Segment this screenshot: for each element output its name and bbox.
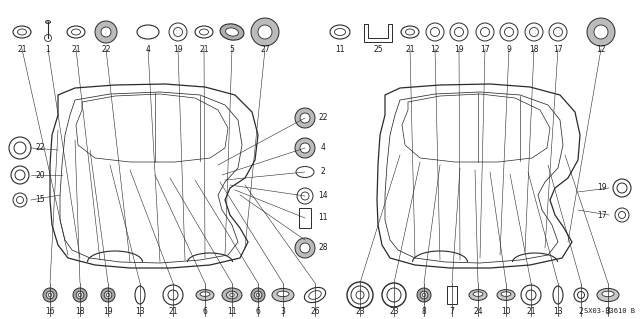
Circle shape <box>417 288 431 302</box>
Circle shape <box>76 291 84 299</box>
Circle shape <box>73 288 87 302</box>
Text: 17: 17 <box>553 44 563 54</box>
Circle shape <box>101 27 111 37</box>
Text: 23: 23 <box>355 308 365 316</box>
Ellipse shape <box>277 291 289 297</box>
Circle shape <box>256 293 260 297</box>
Ellipse shape <box>602 291 614 297</box>
Text: 9: 9 <box>507 44 511 54</box>
Text: 16: 16 <box>45 308 55 316</box>
Text: 12: 12 <box>430 44 440 54</box>
Ellipse shape <box>597 288 619 301</box>
Text: 3: 3 <box>280 308 285 316</box>
Text: 5: 5 <box>230 44 234 54</box>
Text: 11: 11 <box>318 213 328 222</box>
Text: 17: 17 <box>597 211 607 219</box>
Text: 4: 4 <box>321 144 325 152</box>
Ellipse shape <box>497 290 515 300</box>
Text: 22: 22 <box>101 44 111 54</box>
Circle shape <box>420 291 428 299</box>
Text: 10: 10 <box>501 308 511 316</box>
Text: 2: 2 <box>321 167 325 176</box>
Text: 7: 7 <box>449 308 454 316</box>
Circle shape <box>46 291 54 299</box>
Text: 19: 19 <box>454 44 464 54</box>
Ellipse shape <box>200 292 210 296</box>
Circle shape <box>594 25 608 39</box>
Text: 6: 6 <box>203 308 207 316</box>
Text: 19: 19 <box>597 183 607 192</box>
Text: 11: 11 <box>227 308 237 316</box>
Text: SX03-B3610 B: SX03-B3610 B <box>584 308 635 314</box>
Text: 18: 18 <box>529 44 539 54</box>
Text: 21: 21 <box>526 308 536 316</box>
Circle shape <box>587 18 615 46</box>
Circle shape <box>300 143 310 153</box>
Ellipse shape <box>230 293 234 297</box>
Text: 4: 4 <box>145 44 150 54</box>
Text: 15: 15 <box>35 196 45 204</box>
Ellipse shape <box>196 290 214 300</box>
Text: 19: 19 <box>103 308 113 316</box>
Text: 2: 2 <box>579 308 584 316</box>
Text: 19: 19 <box>173 44 183 54</box>
Circle shape <box>258 25 272 39</box>
Ellipse shape <box>469 290 487 300</box>
Text: 21: 21 <box>17 44 27 54</box>
Text: 13: 13 <box>135 308 145 316</box>
Text: 18: 18 <box>76 308 84 316</box>
Ellipse shape <box>222 288 242 302</box>
Text: 6: 6 <box>255 308 260 316</box>
Circle shape <box>422 293 426 297</box>
Ellipse shape <box>227 291 237 299</box>
Circle shape <box>104 291 112 299</box>
Text: 23: 23 <box>389 308 399 316</box>
Circle shape <box>300 243 310 253</box>
Circle shape <box>101 288 115 302</box>
Text: 3: 3 <box>605 308 611 316</box>
Text: 28: 28 <box>318 243 328 253</box>
Circle shape <box>295 108 315 128</box>
Text: 17: 17 <box>480 44 490 54</box>
Text: 20: 20 <box>35 170 45 180</box>
Ellipse shape <box>45 20 51 24</box>
Circle shape <box>295 138 315 158</box>
Circle shape <box>254 291 262 299</box>
Text: 1: 1 <box>45 44 51 54</box>
Bar <box>299 208 311 228</box>
Text: 8: 8 <box>422 308 426 316</box>
Circle shape <box>251 18 279 46</box>
Ellipse shape <box>272 288 294 301</box>
Text: 26: 26 <box>310 308 320 316</box>
Bar <box>447 286 457 304</box>
Circle shape <box>295 238 315 258</box>
Circle shape <box>43 288 57 302</box>
Circle shape <box>106 293 109 297</box>
Ellipse shape <box>220 24 244 40</box>
Circle shape <box>48 293 52 297</box>
Ellipse shape <box>225 28 239 36</box>
Text: 21: 21 <box>168 308 178 316</box>
Circle shape <box>95 21 117 43</box>
Ellipse shape <box>473 292 483 296</box>
Text: 27: 27 <box>260 44 270 54</box>
Text: 11: 11 <box>335 44 345 54</box>
Text: 21: 21 <box>405 44 415 54</box>
Circle shape <box>78 293 82 297</box>
Circle shape <box>251 288 265 302</box>
Text: 21: 21 <box>71 44 81 54</box>
Text: 24: 24 <box>473 308 483 316</box>
Text: 25: 25 <box>373 44 383 54</box>
Text: 22: 22 <box>318 114 328 122</box>
Text: 12: 12 <box>596 44 605 54</box>
Text: 22: 22 <box>35 144 45 152</box>
Text: 21: 21 <box>199 44 209 54</box>
Text: 13: 13 <box>553 308 563 316</box>
Circle shape <box>300 113 310 123</box>
Text: 14: 14 <box>318 191 328 201</box>
Ellipse shape <box>501 292 511 296</box>
